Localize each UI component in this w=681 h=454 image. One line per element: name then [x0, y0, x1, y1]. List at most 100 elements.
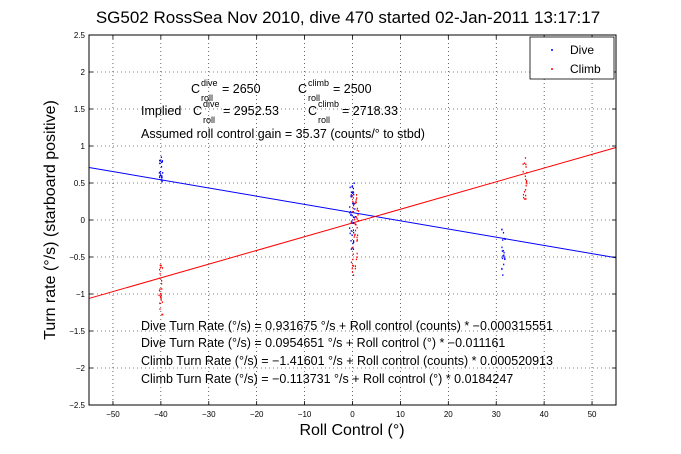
dive-data-point	[503, 251, 505, 254]
dive-data-point	[354, 215, 356, 218]
climb-data-point	[355, 200, 357, 203]
dive-data-point	[159, 159, 161, 162]
dive-data-point	[350, 195, 352, 197]
axis-ticks	[89, 34, 616, 406]
dive-data-point	[161, 180, 163, 183]
dive-data-point	[159, 174, 161, 177]
dive-data-point	[352, 216, 355, 218]
climb-data-point	[158, 294, 160, 297]
implied-dive-sub: roll	[203, 115, 215, 125]
y-tick-label: −1	[76, 290, 86, 299]
dive-data-point	[161, 175, 163, 177]
climb-data-point	[354, 229, 357, 232]
dive-data-point	[352, 203, 354, 205]
climb-data-point	[350, 194, 352, 196]
dive-data-point	[161, 179, 163, 181]
dive-data-point	[161, 161, 163, 164]
climb-data-point	[159, 268, 161, 271]
grid-lines	[89, 34, 616, 406]
climb-data-point	[160, 292, 162, 295]
climb-data-point	[526, 182, 528, 185]
implied-dive-sup: dive	[203, 99, 220, 109]
dive-data-point	[351, 234, 353, 236]
x-tick-label: −40	[154, 410, 168, 419]
dive-data-point	[351, 247, 353, 249]
dive-data-point	[353, 182, 355, 184]
climb-data-point	[350, 248, 353, 250]
climb-data-point	[356, 236, 358, 239]
dive-data-point	[352, 248, 355, 251]
plot-area	[88, 34, 617, 406]
climb-data-point	[357, 214, 359, 216]
dive-data-point	[502, 274, 504, 276]
legend-box	[529, 36, 615, 80]
dive-data-point	[161, 175, 163, 178]
legend-climb-marker	[551, 68, 553, 70]
dive-data-point	[351, 222, 353, 224]
climb-data-point	[522, 193, 525, 196]
c-roll-climb-sub: roll	[308, 93, 320, 103]
climb-data-point	[352, 258, 354, 261]
climb-data-point	[352, 265, 355, 267]
dive-data-point	[350, 213, 352, 216]
x-tick-label: 10	[396, 410, 405, 419]
dive-data-point	[502, 239, 504, 241]
climb-data-point	[352, 211, 354, 213]
climb-data-point	[525, 166, 527, 168]
c-roll-climb-annotation: C climb roll = 2500	[298, 78, 372, 103]
dive-data-point	[352, 187, 354, 190]
dive-data-point	[352, 191, 354, 194]
climb-data-point	[352, 264, 354, 267]
dive-data-point	[502, 249, 504, 252]
dive-data-point	[353, 241, 355, 244]
x-tick-label: 30	[492, 410, 501, 419]
climb-data-point	[356, 209, 358, 212]
climb-data-point	[354, 265, 357, 267]
climb-data-point	[352, 204, 355, 207]
dive-data-point	[354, 208, 356, 210]
y-tick-label: −1.5	[69, 327, 85, 336]
x-tick-label: −10	[298, 410, 312, 419]
climb-data-point	[355, 223, 357, 226]
dive-data-point	[349, 227, 351, 229]
x-tick-label: 20	[444, 410, 453, 419]
climb-data-point	[526, 171, 528, 174]
climb-data-point	[524, 189, 527, 191]
dive-data-point	[353, 193, 355, 196]
climb-data-point	[355, 201, 357, 204]
climb-data-point	[352, 207, 354, 210]
climb-data-point	[525, 180, 528, 182]
climb-data-point	[350, 261, 353, 264]
dive-data-point	[501, 250, 503, 252]
dive-data-point	[353, 203, 355, 205]
implied-annotation: Implied C dive roll = 2952.53 C climb ro…	[141, 99, 398, 125]
implied-climb-sup: climb	[318, 99, 339, 109]
dive-data-point	[159, 173, 162, 175]
climb-data-point	[352, 200, 354, 203]
climb-data-point	[160, 299, 162, 301]
climb-data-point	[352, 274, 355, 276]
climb-data-point	[523, 190, 526, 193]
dive-data-point	[349, 232, 351, 235]
dive-data-point	[160, 178, 162, 181]
y-tick-label: −2	[76, 364, 86, 373]
dive-data-point	[503, 237, 506, 240]
climb-data-point	[160, 264, 162, 267]
climb-data-point	[162, 313, 164, 316]
legend-climb-label: Climb	[570, 62, 601, 76]
climb-data-point	[159, 308, 161, 310]
dive-data-point	[161, 160, 164, 162]
dive-data-point	[160, 165, 163, 168]
dive-data-point	[159, 170, 161, 173]
climb-fit-line	[88, 146, 617, 299]
dive-data-point	[501, 268, 503, 270]
legend-dive-marker	[551, 49, 553, 51]
dive-data-point	[161, 176, 163, 179]
climb-data-point	[161, 282, 163, 285]
y-tick-label: 2.5	[74, 31, 86, 40]
x-tick-label: 50	[588, 410, 597, 419]
c-roll-climb-sup: climb	[308, 78, 329, 88]
dive-data-point	[504, 238, 506, 241]
y-tick-label: 2	[81, 68, 86, 77]
